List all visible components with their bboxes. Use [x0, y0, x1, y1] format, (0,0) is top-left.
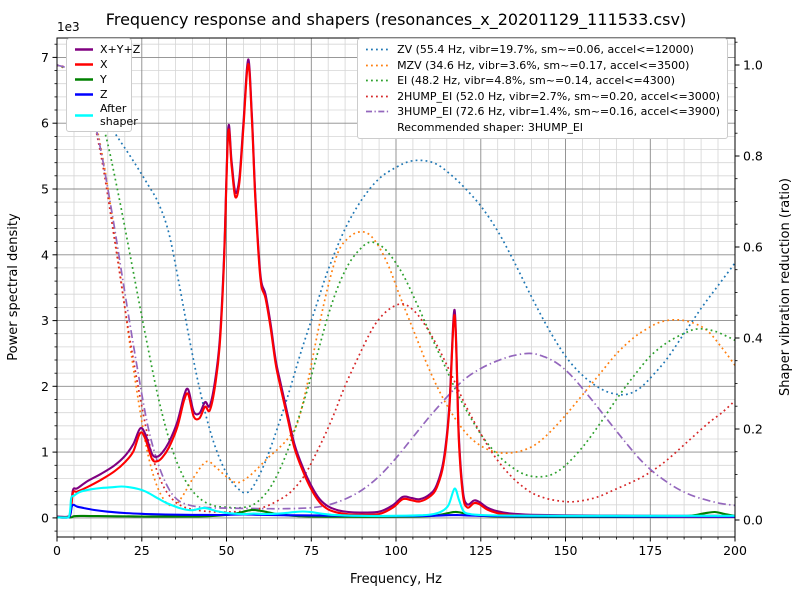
legend-item-mzv: MZV (34.6 Hz, vibr=3.6%, sm~=0.17, accel…	[365, 58, 720, 74]
chart-title: Frequency response and shapers (resonanc…	[106, 10, 686, 30]
solid-line-swatch-icon	[75, 78, 93, 81]
y-right-tick-label: 1.0	[743, 58, 763, 73]
dashed-line-swatch-icon	[366, 79, 391, 82]
series-path-zv	[57, 64, 735, 494]
legend-label: Recommended shaper: 3HUMP_EI	[397, 120, 584, 134]
y-right-tick-label: 0.2	[743, 422, 763, 437]
dashed-line-swatch-icon	[366, 95, 391, 98]
y-left-tick-label: 0	[41, 510, 49, 525]
dashed-line-swatch-icon	[366, 110, 391, 113]
x-tick-label: 150	[554, 543, 578, 558]
x-tick-label: 100	[384, 543, 408, 558]
x-tick-label: 0	[53, 543, 61, 558]
plot-curves	[57, 58, 735, 519]
solid-line-swatch-icon	[75, 63, 93, 66]
x-tick-label: 75	[303, 543, 319, 558]
legend-label: 2HUMP_EI (52.0 Hz, vibr=2.7%, sm~=0.20, …	[397, 89, 720, 103]
legend-label: Z	[100, 88, 108, 101]
legend-label: EI (48.2 Hz, vibr=4.8%, sm~=0.14, accel<…	[397, 74, 676, 88]
y-left-axis-label: Power spectral density	[6, 213, 21, 361]
y-left-tick-label: 1	[41, 445, 49, 460]
axis-ticks	[52, 41, 740, 542]
series-path-3hump-ei	[57, 64, 735, 510]
dashed-line-swatch-icon	[366, 64, 391, 67]
x-tick-label: 25	[134, 543, 150, 558]
y-left-tick-label: 6	[41, 116, 49, 131]
series-path-ei	[57, 64, 735, 509]
legend-item-2hump-ei: 2HUMP_EI (52.0 Hz, vibr=2.7%, sm~=0.20, …	[365, 89, 720, 105]
dashed-line-swatch-icon	[366, 48, 391, 51]
series-path-x	[57, 62, 735, 519]
legend-label: X	[100, 58, 108, 71]
legend-item-z: Z	[74, 87, 124, 102]
legend-item-after-shaper: After shaper	[74, 102, 138, 128]
legend-item-recommended-shaper: Recommended shaper: 3HUMP_EI	[365, 120, 720, 136]
legend-left: X+Y+Z X Y Z After shaper	[66, 38, 140, 132]
y-left-tick-label: 4	[41, 247, 49, 262]
legend-right: ZV (55.4 Hz, vibr=19.7%, sm~=0.06, accel…	[357, 38, 728, 139]
legend-label: X+Y+Z	[100, 43, 141, 56]
solid-line-swatch-icon	[75, 113, 93, 117]
legend-item-y: Y	[74, 72, 124, 87]
x-tick-label: 200	[723, 543, 747, 558]
y-left-tick-label: 7	[41, 50, 49, 65]
legend-item-ei: EI (48.2 Hz, vibr=4.8%, sm~=0.14, accel<…	[365, 73, 720, 89]
legend-item-x-y-z: X+Y+Z	[74, 42, 140, 57]
legend-label: ZV (55.4 Hz, vibr=19.7%, sm~=0.06, accel…	[397, 43, 694, 57]
legend-label: MZV (34.6 Hz, vibr=3.6%, sm~=0.17, accel…	[397, 58, 690, 72]
y-right-tick-label: 0.4	[743, 331, 763, 346]
x-tick-label: 125	[469, 543, 493, 558]
x-tick-label: 50	[219, 543, 235, 558]
y-axis-offset-text: 1e3	[57, 20, 80, 34]
legend-label: Y	[100, 73, 107, 86]
y-right-tick-label: 0.8	[743, 149, 763, 164]
y-right-axis-label: Shaper vibration reduction (ratio)	[778, 178, 793, 396]
y-left-tick-label: 3	[41, 313, 49, 328]
y-left-tick-label: 2	[41, 379, 49, 394]
legend-label: 3HUMP_EI (72.6 Hz, vibr=1.4%, sm~=0.16, …	[397, 105, 720, 119]
legend-item-3hump-ei: 3HUMP_EI (72.6 Hz, vibr=1.4%, sm~=0.16, …	[365, 104, 720, 120]
series-path-after-shaper	[57, 485, 735, 519]
legend-item-x: X	[74, 57, 124, 72]
solid-line-swatch-icon	[75, 48, 93, 51]
x-tick-label: 175	[638, 543, 662, 558]
solid-line-swatch-icon	[75, 93, 93, 96]
axis-tick-labels: 0 25 50 75 100 125 150 175 200 0 1 2 3 4 5 6 7 0.0 0.2 0.4 0…	[41, 50, 763, 558]
legend-label: After shaper	[100, 102, 138, 128]
series-path-2hump-ei	[57, 64, 735, 513]
minor-gridlines	[57, 38, 735, 537]
y-right-tick-label: 0.6	[743, 240, 763, 255]
y-right-tick-label: 0.0	[743, 513, 763, 528]
x-axis-label: Frequency, Hz	[350, 572, 442, 587]
legend-item-zv: ZV (55.4 Hz, vibr=19.7%, sm~=0.06, accel…	[365, 42, 720, 58]
y-left-tick-label: 5	[41, 182, 49, 197]
